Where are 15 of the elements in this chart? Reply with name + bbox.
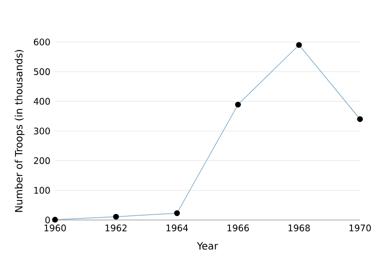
x-tick-label: 1962 — [106, 224, 127, 232]
y-tick-label: 200 — [34, 157, 50, 164]
x-tick-label: 1966 — [228, 224, 249, 232]
y-tick-label: 600 — [34, 38, 50, 46]
y-axis-title: Number of Troops (in thousands) — [14, 50, 24, 212]
x-tick-label: 1970 — [350, 224, 371, 232]
x-tick-label: 1960 — [44, 224, 66, 232]
y-tick-label: 300 — [34, 128, 50, 134]
y-tick-label: 100 — [34, 186, 50, 194]
x-axis-title: Year — [196, 242, 218, 250]
y-tick-label: 400 — [34, 98, 50, 105]
y-tick-label: 0 — [45, 216, 50, 224]
y-tick-label: 500 — [34, 68, 50, 76]
x-tick-label: 1968 — [288, 224, 310, 232]
x-tick-label: 1964 — [166, 224, 188, 232]
